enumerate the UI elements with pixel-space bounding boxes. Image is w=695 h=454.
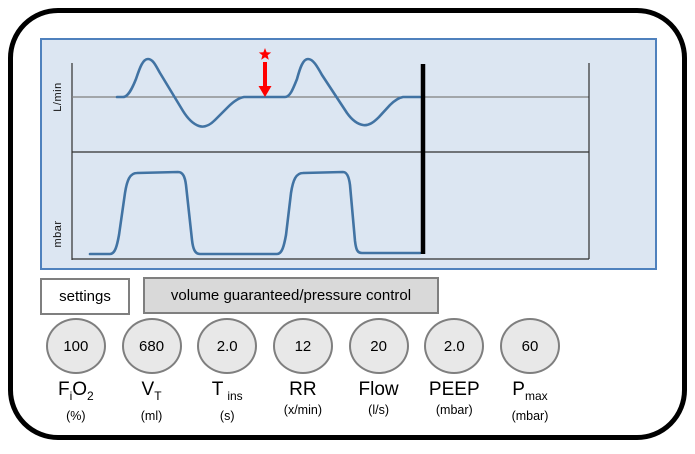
dial-knob[interactable]: 680 (121, 318, 182, 374)
dial-knob[interactable]: 12 (272, 318, 333, 374)
dial-label: FiO2 (57, 379, 94, 404)
dial-label: Flow (358, 379, 399, 400)
dial-unit: (mbar) (435, 403, 473, 417)
settings-button-label: settings (59, 288, 111, 305)
dial-label: Pmax (512, 379, 548, 404)
down-arrow-shaft (263, 62, 267, 86)
dial[interactable]: 680 VT (ml) (114, 318, 190, 423)
dial-knob[interactable]: 60 (499, 318, 560, 374)
dial-unit: (l/s) (368, 403, 389, 417)
dial-value: 20 (370, 337, 387, 355)
ventilation-mode-label: volume guaranteed/pressure control (170, 287, 412, 304)
star-marker-icon (258, 48, 272, 60)
flow-trace (115, 57, 422, 128)
waveform-panel: L/min mbar (40, 38, 657, 270)
pressure-unit-label: mbar (52, 220, 64, 248)
dial-value: 2.0 (216, 337, 238, 355)
dial[interactable]: 12 RR (x/min) (265, 318, 341, 423)
flow-unit-label: L/min (52, 82, 64, 112)
dial-knob[interactable]: 2.0 (424, 318, 485, 374)
dial-value: 100 (63, 337, 89, 355)
dial-unit: (ml) (140, 409, 163, 423)
dial[interactable]: 100 FiO2 (%) (38, 318, 114, 423)
down-arrow-icon (258, 86, 272, 97)
dial-value: 60 (521, 337, 539, 355)
dial-value: 680 (139, 337, 165, 355)
dial-knob[interactable]: 2.0 (197, 318, 258, 374)
ventilation-mode-button[interactable]: volume guaranteed/pressure control (143, 277, 439, 314)
pressure-trace (88, 170, 422, 256)
dial-unit: (x/min) (283, 403, 322, 417)
dial-label: VT (141, 379, 162, 404)
dial[interactable]: 20 Flow (l/s) (341, 318, 417, 423)
dial-unit: (%) (66, 409, 86, 423)
dial[interactable]: 2.0 PEEP (mbar) (416, 318, 492, 423)
dial-knob[interactable]: 20 (348, 318, 409, 374)
dial-knob[interactable]: 100 (45, 318, 106, 374)
dial-unit: (s) (219, 409, 235, 423)
dial-value: 2.0 (443, 337, 465, 355)
dial-label: RR (289, 379, 317, 400)
dial-label: PEEP (428, 379, 480, 400)
waveform-chart (71, 48, 590, 260)
dial-unit: (mbar) (511, 409, 549, 423)
dial-value: 12 (294, 337, 312, 355)
settings-button[interactable]: settings (40, 278, 130, 315)
dial[interactable]: 60 Pmax (mbar) (492, 318, 568, 423)
